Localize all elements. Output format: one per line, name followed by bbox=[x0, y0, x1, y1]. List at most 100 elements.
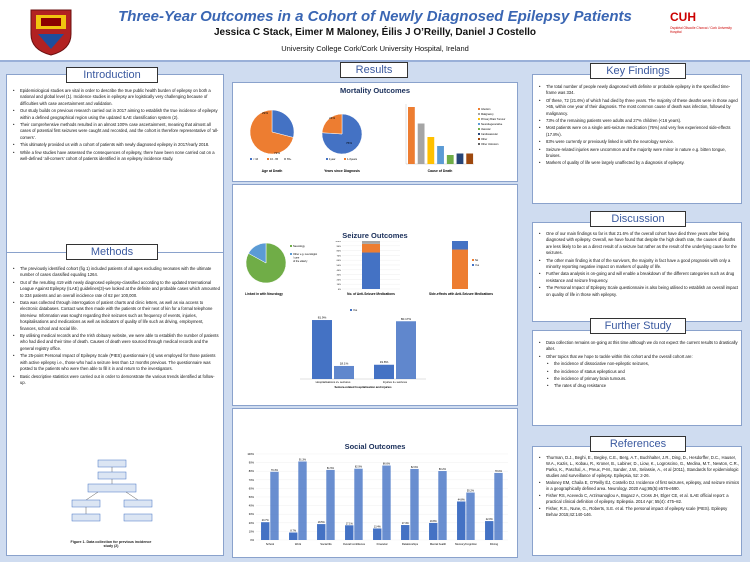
social-affected-bar bbox=[261, 522, 270, 540]
social-value-label: 82.9% bbox=[355, 466, 363, 469]
finding-item: Of these, 72 (21.6%) of which had died b… bbox=[538, 98, 740, 117]
discussion-item: One of our main findings so far is that … bbox=[538, 231, 740, 257]
reference-item: Fisher RS, Acevedo C, Arzimanoglou A, Bo… bbox=[538, 493, 740, 505]
social-affected-bar bbox=[373, 528, 382, 540]
social-value-label: 91.3% bbox=[299, 458, 307, 461]
legend-swatch bbox=[472, 259, 474, 261]
social-unaffected-bar bbox=[326, 469, 335, 540]
pie-value-label: 29% bbox=[262, 111, 268, 115]
legend-label: Yes bbox=[353, 308, 358, 312]
legend-label: Neurodegenerative bbox=[481, 123, 503, 126]
methods-heading: Methods bbox=[66, 244, 158, 260]
cause-of-death-bar bbox=[408, 107, 415, 164]
intro-item: Their comprehensive methods resulted in … bbox=[12, 122, 220, 141]
legend-swatch bbox=[284, 158, 286, 160]
neurology-link-pie-slice bbox=[248, 242, 267, 264]
pie-value-label: 76% bbox=[346, 141, 352, 145]
finding-item: Markers of quality of life were largely … bbox=[538, 160, 740, 167]
further-item: Data collection remains on-going at this… bbox=[538, 340, 740, 353]
social-affected-bar bbox=[429, 522, 438, 540]
y-tick-label: 20% bbox=[249, 521, 255, 525]
cause-of-death-bar bbox=[437, 146, 444, 164]
pie-value-label: 24% bbox=[329, 116, 335, 120]
legend-label: Infection bbox=[481, 108, 491, 111]
finding-item: 73% of the remaining patients were adult… bbox=[538, 118, 740, 125]
social-affected-bar bbox=[485, 521, 494, 540]
legend-swatch bbox=[478, 123, 480, 125]
further-subitem: the incidence of primary brain tumours. bbox=[538, 376, 740, 383]
y-tick-label: 80% bbox=[249, 469, 255, 473]
legend-label: 65+ bbox=[287, 157, 292, 161]
social-unaffected-bar bbox=[494, 472, 503, 540]
legend-swatch bbox=[478, 113, 480, 115]
discussion-text: One of our main findings so far is that … bbox=[538, 231, 740, 299]
cuh-logo-subtext: Ospidéal Ollscoile Chorcaí / Cork Univer… bbox=[670, 26, 732, 34]
y-tick-label: 100% bbox=[335, 241, 341, 243]
cause-of-death-bar bbox=[456, 153, 464, 164]
introduction-heading: Introduction bbox=[66, 67, 158, 83]
y-tick-label: 40% bbox=[337, 270, 341, 272]
methods-figure-caption: Figure 1. Data collection for previous i… bbox=[70, 540, 152, 548]
legend-label: / care bbox=[293, 257, 300, 260]
years-since-diagnosis-pie-slice bbox=[321, 113, 343, 135]
discussion-item: The other main finding is that of the su… bbox=[538, 258, 740, 271]
years-since-diagnosis-pie-slice bbox=[321, 113, 363, 155]
legend-swatch bbox=[250, 158, 252, 160]
poster-title: Three-Year Outcomes in a Cohort of Newly… bbox=[118, 8, 632, 25]
x-tick-label: School bbox=[266, 542, 275, 546]
social-value-label: 79.3% bbox=[271, 469, 279, 472]
x-tick-label: Relationships bbox=[402, 542, 419, 546]
legend-label: Other e.g. neurologist bbox=[293, 253, 317, 256]
social-unaffected-bar bbox=[466, 492, 475, 540]
poster-authors: Jessica C Stack, Eimer M Maloney, Éilis … bbox=[214, 27, 536, 38]
hospitalisation-yes-bar bbox=[374, 364, 394, 379]
intro-item: This ultimately provided us with a cohor… bbox=[12, 142, 220, 149]
pie-value-label: 71% bbox=[274, 151, 280, 155]
y-tick-label: 30% bbox=[337, 275, 341, 277]
neurology-pie-label: Linked in with Neurology bbox=[245, 292, 283, 296]
social-value-label: 22.0% bbox=[486, 518, 494, 521]
social-value-label: 78.0% bbox=[495, 470, 503, 473]
legend-label: Primary Brain Tumour bbox=[481, 118, 505, 121]
social-unaffected-bar bbox=[354, 468, 363, 540]
results-heading: Results bbox=[340, 62, 408, 78]
side-effects-no-bar bbox=[452, 249, 468, 289]
references-heading: References bbox=[590, 436, 686, 452]
social-value-label: 80.2% bbox=[439, 468, 447, 471]
social-value-label: 17.4% bbox=[402, 522, 410, 525]
y-tick-label: 90% bbox=[249, 461, 255, 465]
social-value-label: 17.1% bbox=[346, 522, 354, 525]
legend-swatch bbox=[478, 118, 480, 120]
social-chart: 100% 90% 80% 70% 60% 50% 40% 30% 20% 10% 0% 20.7% 79… bbox=[247, 452, 508, 546]
legend-swatch bbox=[326, 158, 328, 160]
social-value-label: 18.5% bbox=[318, 521, 326, 524]
age-at-death-label: Age at Death bbox=[262, 169, 283, 173]
legend-label: 1year bbox=[329, 157, 336, 161]
legend-label: Yes bbox=[475, 264, 480, 267]
finding-item: The total number of people newly diagnos… bbox=[538, 84, 740, 97]
x-tick-label: Hospitalisations 2+ seizures bbox=[316, 380, 351, 384]
further-study-text: Data collection remains on-going at this… bbox=[538, 340, 740, 391]
social-value-label: 19.8% bbox=[430, 520, 438, 523]
key-findings-heading: Key Findings bbox=[590, 63, 686, 79]
social-affected-bar bbox=[401, 525, 410, 540]
social-value-label: 82.6% bbox=[411, 466, 419, 469]
legend-swatch bbox=[478, 143, 480, 145]
asm-bar-segment bbox=[362, 252, 380, 289]
y-tick-label: 60% bbox=[337, 260, 341, 262]
further-item: Other topics that we hope to tackle with… bbox=[538, 354, 740, 361]
methods-text: The previously identified cohort (fig 1)… bbox=[12, 266, 220, 387]
cuh-logo-text: CUH bbox=[670, 10, 696, 24]
introduction-text: Epidemiological studies are vital in ord… bbox=[12, 88, 220, 163]
legend-swatch bbox=[478, 108, 480, 110]
hospitalisation-value-label: 81.9% bbox=[318, 316, 327, 320]
social-value-label: 86.6% bbox=[383, 463, 391, 466]
methods-item: Data was collected through interrogation… bbox=[12, 300, 220, 332]
social-affected-bar bbox=[289, 532, 298, 540]
hospitalisation-no-bar bbox=[334, 365, 354, 379]
social-title: Social Outcomes bbox=[344, 442, 406, 451]
y-tick-label: 50% bbox=[337, 265, 341, 267]
hospitalisation-value-label: 19.8% bbox=[380, 360, 389, 364]
ucc-crest-logo bbox=[30, 9, 72, 56]
social-value-label: 81.5% bbox=[327, 467, 335, 470]
